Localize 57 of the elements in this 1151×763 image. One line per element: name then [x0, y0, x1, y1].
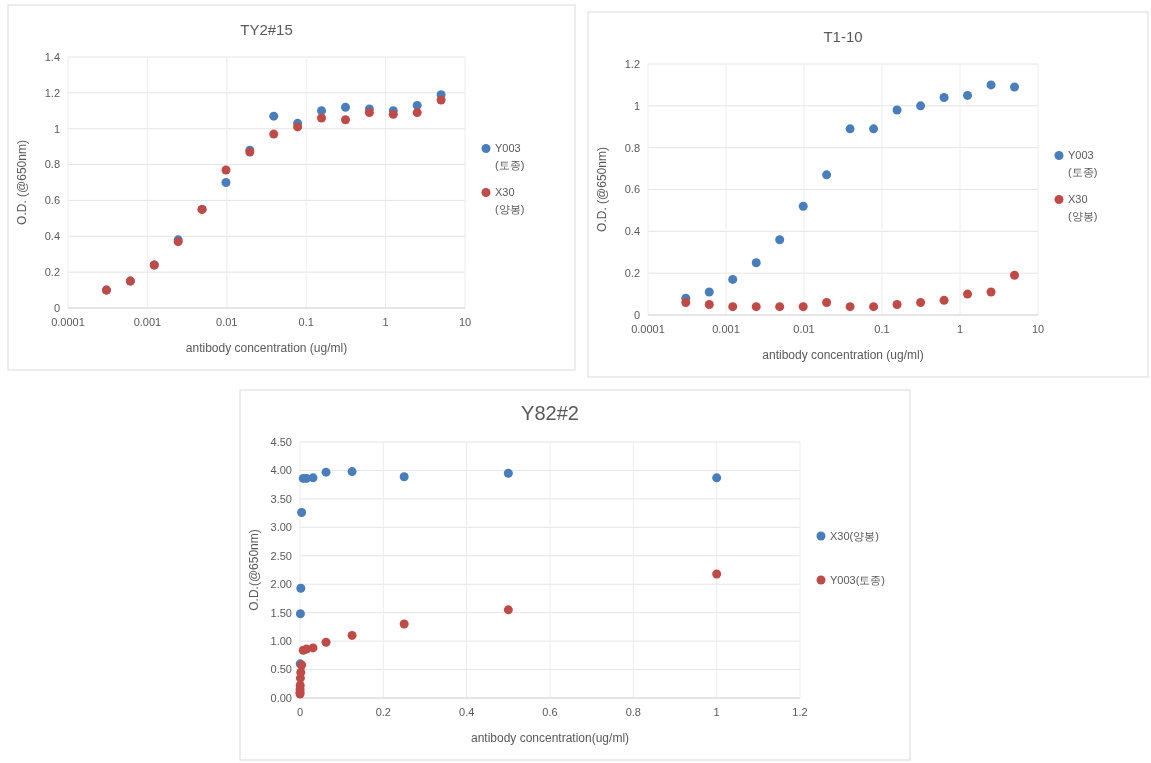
x-tick-label: 10 [458, 316, 472, 328]
x-tick-label: 0 [296, 706, 304, 718]
y-tick-label: 1.2 [624, 57, 640, 70]
y-tick-label: 0.6 [44, 194, 60, 207]
y-tick-label: 0.6 [624, 183, 640, 196]
x-tick-label: 1 [382, 316, 389, 328]
x-tick-label: 1.2 [792, 706, 808, 718]
y-tick-label: 0.2 [624, 267, 640, 280]
legend-label: X30 (양봉) [495, 186, 525, 215]
x-tick-label: 0.1 [874, 323, 890, 335]
x-axis-title: antibody concentration (ug/ml) [185, 341, 348, 355]
y-tick-label: 0.00 [270, 691, 292, 704]
legend-label: Y003 (토종) [1068, 149, 1098, 178]
y-tick-label: 1 [53, 122, 60, 135]
y-tick-label: 0.50 [270, 663, 292, 676]
y-tick-label: 0.8 [44, 158, 60, 171]
y-tick-label: 3.00 [270, 521, 292, 534]
chart-title: T1-10 [823, 28, 863, 45]
y-tick-label: 2.00 [270, 578, 292, 591]
x-axis-title: antibody concentration(ug/ml) [470, 731, 630, 745]
legend-label: Y003(토종) [830, 573, 886, 586]
y-tick-label: 1.4 [44, 50, 60, 63]
x-tick-label: 0.0001 [51, 316, 85, 328]
y-tick-label: 2.50 [270, 549, 292, 562]
x-tick-label: 1 [713, 706, 720, 718]
y-axis-title: O.D. (@650nm) [15, 140, 29, 225]
x-axis-title: antibody concentration (ug/ml) [762, 348, 924, 362]
chart-title: TY2#15 [240, 21, 293, 38]
y-tick-label: 1.50 [270, 606, 292, 619]
y-tick-label: 1.2 [44, 86, 60, 99]
x-tick-label: 0.2 [375, 706, 391, 718]
x-tick-label: 0.6 [542, 706, 558, 718]
legend-label: X30(양봉) [830, 529, 879, 542]
x-tick-label: 0.01 [216, 316, 238, 328]
y-tick-label: 0.4 [44, 230, 60, 243]
x-tick-label: 0.01 [793, 323, 815, 335]
y-tick-label: 0.2 [44, 265, 60, 278]
y-tick-label: 1 [633, 99, 640, 112]
y-tick-label: 0.4 [624, 225, 640, 238]
y-tick-label: 4.00 [270, 464, 292, 477]
x-tick-label: 1 [956, 323, 964, 335]
y-tick-label: 1.00 [270, 634, 292, 647]
y-tick-label: 0.8 [624, 141, 640, 154]
y-axis-title: O.D. (@650nm) [595, 147, 609, 232]
x-tick-label: 0.001 [712, 323, 740, 335]
y-axis-title: O.D.(@650nm) [247, 529, 261, 611]
y-tick-label: 0 [53, 301, 60, 314]
x-tick-label: 0.4 [459, 706, 475, 718]
x-tick-label: 0.0001 [631, 323, 665, 335]
x-tick-label: 0.001 [133, 316, 162, 328]
x-tick-label: 0.1 [298, 316, 314, 328]
y-tick-label: 4.50 [270, 435, 292, 448]
legend-label: X30 (양봉) [1068, 193, 1098, 222]
x-tick-label: 10 [1031, 323, 1045, 335]
chart-title: Y82#2 [521, 402, 579, 424]
y-tick-label: 3.50 [270, 492, 292, 505]
legend-label: Y003 (토종) [495, 142, 525, 171]
